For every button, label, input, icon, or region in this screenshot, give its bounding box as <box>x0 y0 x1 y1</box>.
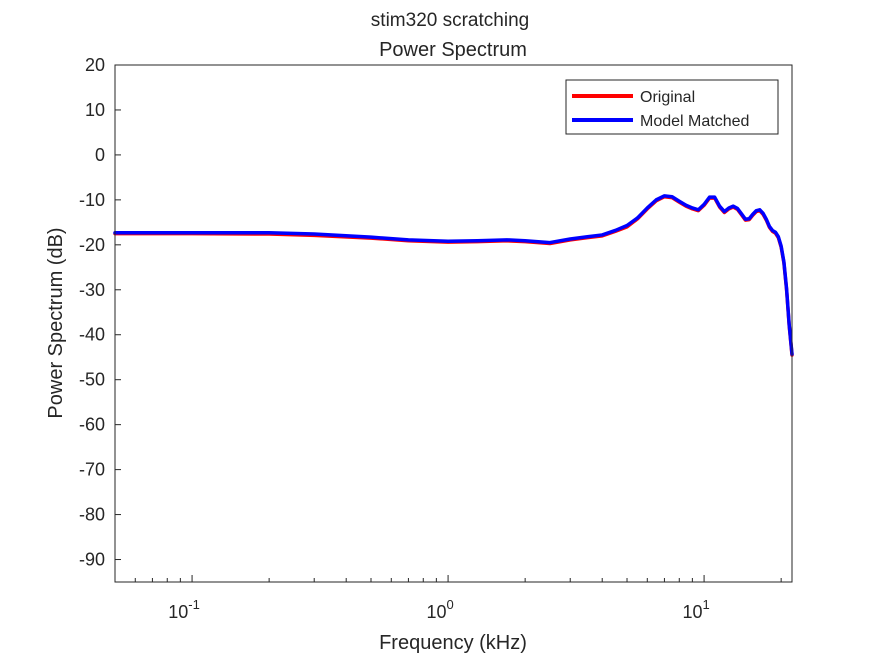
x-tick-label: 101 <box>682 597 709 622</box>
x-axis-ticks: 10-1 100 101 <box>114 575 782 622</box>
legend-box <box>565 79 779 135</box>
y-tick-label: -50 <box>79 370 105 390</box>
y-tick-label: 20 <box>85 55 105 75</box>
y-tick-label: -70 <box>79 460 105 480</box>
x-tick-label: 100 <box>426 597 453 622</box>
series-line-model-matched <box>113 194 794 356</box>
y-tick-label: -30 <box>79 280 105 300</box>
plot-area-frame <box>114 64 793 583</box>
y-tick-label: -20 <box>79 235 105 255</box>
y-tick-label: -40 <box>79 325 105 345</box>
legend-label-model-matched: Model Matched <box>640 113 749 130</box>
x-tick-label: 10-1 <box>168 597 200 622</box>
y-axis-label: Power Spectrum (dB) <box>45 227 67 418</box>
x-axis-label: Frequency (kHz) <box>379 632 527 654</box>
chart-subtitle: Power Spectrum <box>379 39 527 61</box>
chart-title: stim320 scratching <box>371 10 529 31</box>
y-tick-label: -60 <box>79 415 105 435</box>
series-line-original <box>113 194 794 357</box>
series-layer <box>113 194 794 357</box>
legend: Original Model Matched <box>565 79 779 135</box>
y-tick-label: -90 <box>79 550 105 570</box>
legend-label-original: Original <box>640 89 695 106</box>
y-axis-ticks: 20 10 0 -10 -20 -30 -40 -50 -60 -70 -80 -90 <box>79 55 121 570</box>
y-tick-label: 0 <box>95 145 105 165</box>
y-tick-label: -80 <box>79 505 105 525</box>
y-tick-label: -10 <box>79 190 105 210</box>
y-tick-label: 10 <box>85 100 105 120</box>
